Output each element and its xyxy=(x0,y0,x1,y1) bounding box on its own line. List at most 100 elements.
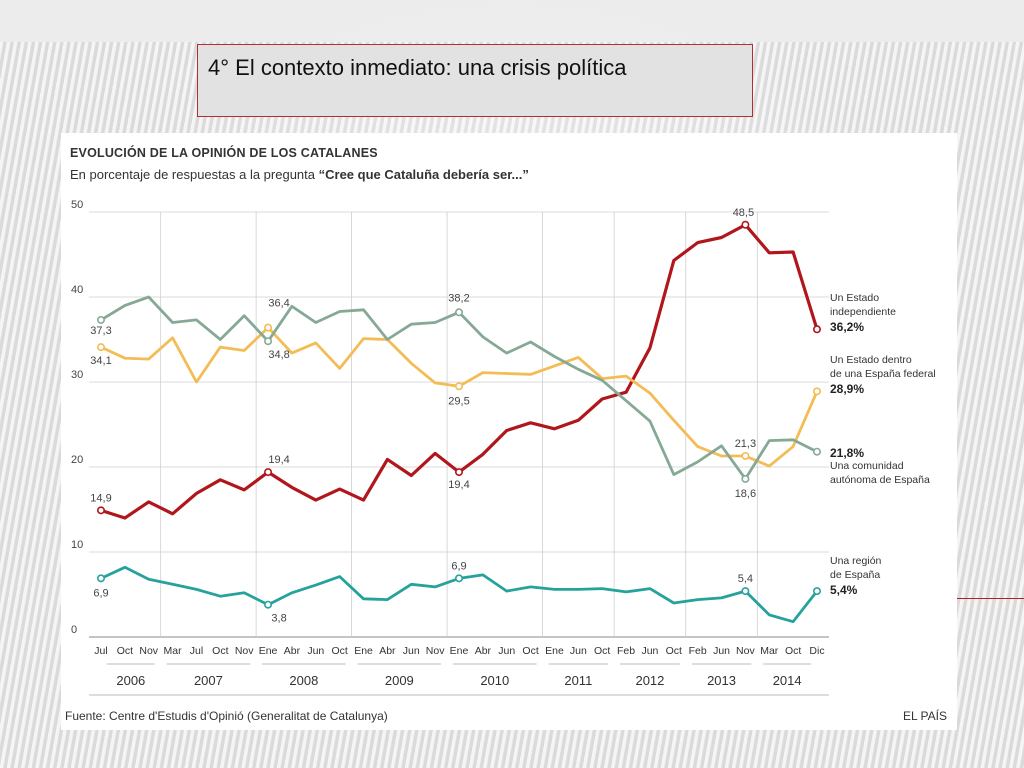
data-label-independiente: 14,9 xyxy=(90,492,111,504)
chart-title: EVOLUCIÓN DE LA OPINIÓN DE LOS CATALANES xyxy=(70,145,378,160)
year-label: 2014 xyxy=(773,673,802,688)
data-label-independiente: 19,4 xyxy=(268,454,289,466)
line-chart: EVOLUCIÓN DE LA OPINIÓN DE LOS CATALANES… xyxy=(65,145,947,723)
chart-source: Fuente: Centre d'Estudis d'Opinió (Gener… xyxy=(65,709,388,723)
data-point-autonomia xyxy=(264,337,273,346)
data-label-autonomia: 18,6 xyxy=(735,488,756,500)
data-label-region: 5,4 xyxy=(738,573,753,585)
series-lines: 14,9 19,4 19,4 48,5 34,1 36,4 29,5 21,3 37,3 34,8… xyxy=(90,207,821,625)
year-label: 2011 xyxy=(564,673,592,688)
chart-subtitle-prefix: En porcentaje de respuestas a la pregunt… xyxy=(70,167,319,182)
y-axis: 0 10 20 30 40 50 xyxy=(71,199,83,636)
legend-text-region: de España xyxy=(830,569,880,581)
data-point-federal xyxy=(264,323,273,332)
chart-credit: EL PAÍS xyxy=(903,708,947,723)
data-label-federal: 29,5 xyxy=(448,395,469,407)
legend-text-independiente: Un Estado xyxy=(830,292,879,304)
x-tick-label: Mar xyxy=(164,645,183,657)
data-point-region xyxy=(96,574,105,583)
y-tick-label: 0 xyxy=(71,624,77,636)
data-label-autonomia: 34,8 xyxy=(268,349,289,361)
x-tick-label: Abr xyxy=(475,645,492,657)
x-tick-label: Feb xyxy=(689,645,707,657)
y-tick-label: 20 xyxy=(71,454,83,466)
x-tick-label: Nov xyxy=(426,645,445,657)
x-tick-label: Oct xyxy=(212,645,228,657)
legend-value-federal: 28,9% xyxy=(830,382,864,396)
x-tick-label: Jun xyxy=(570,645,587,657)
x-tick-label: Dic xyxy=(809,645,824,657)
y-tick-label: 30 xyxy=(71,369,83,381)
legend-text-independiente: independiente xyxy=(830,306,896,318)
data-label-region: 3,8 xyxy=(271,613,286,625)
legend: Un Estado independiente 36,2% Un Estado den… xyxy=(830,292,936,597)
legend-text-autonomia: Una comunidad xyxy=(830,460,904,472)
x-tick-label: Oct xyxy=(522,645,538,657)
year-label: 2008 xyxy=(289,673,318,688)
x-tick-label: Oct xyxy=(666,645,682,657)
y-tick-label: 10 xyxy=(71,539,83,551)
year-label: 2006 xyxy=(116,673,145,688)
data-point-autonomia xyxy=(741,474,750,483)
x-tick-label: Jun xyxy=(641,645,658,657)
x-tick-label: Abr xyxy=(284,645,301,657)
data-point-autonomia xyxy=(812,447,821,456)
y-tick-label: 40 xyxy=(71,284,83,296)
chart-subtitle-question: “Cree que Cataluña debería ser...” xyxy=(319,167,529,182)
x-tick-label: Nov xyxy=(235,645,254,657)
legend-value-independiente: 36,2% xyxy=(830,320,864,334)
data-point-autonomia xyxy=(454,308,463,317)
x-tick-label: Ene xyxy=(545,645,564,657)
data-point-region xyxy=(741,587,750,596)
x-tick-label: Ene xyxy=(354,645,373,657)
data-label-federal: 21,3 xyxy=(735,438,756,450)
legend-value-autonomia: 21,8% xyxy=(830,446,864,460)
legend-value-region: 5,4% xyxy=(830,583,858,597)
data-point-region xyxy=(454,574,463,583)
x-tick-label: Mar xyxy=(760,645,779,657)
data-point-federal xyxy=(741,451,750,460)
x-tick-label: Ene xyxy=(450,645,469,657)
legend-text-federal: Un Estado dentro xyxy=(830,354,912,366)
data-label-region: 6,9 xyxy=(93,587,108,599)
year-label: 2007 xyxy=(194,673,223,688)
chart-grid xyxy=(89,211,829,638)
x-tick-label: Nov xyxy=(139,645,158,657)
data-label-federal: 36,4 xyxy=(268,298,289,310)
x-axis: Jul Oct Nov Mar Jul Oct Nov Ene Abr Jun Oct Ene Abr J… xyxy=(89,645,829,696)
x-tick-label: Oct xyxy=(117,645,133,657)
data-point-region xyxy=(812,587,821,596)
data-point-federal xyxy=(812,387,821,396)
data-point-independiente xyxy=(741,220,750,229)
x-tick-label: Jun xyxy=(403,645,420,657)
chart-panel: EVOLUCIÓN DE LA OPINIÓN DE LOS CATALANES… xyxy=(61,133,957,730)
slide-title-box: 4° El contexto inmediato: una crisis pol… xyxy=(197,44,753,117)
slide-title: 4° El contexto inmediato: una crisis pol… xyxy=(208,55,627,80)
data-point-independiente xyxy=(812,325,821,334)
data-point-federal xyxy=(454,382,463,391)
x-tick-label: Ene xyxy=(259,645,278,657)
year-label: 2013 xyxy=(707,673,736,688)
year-label: 2012 xyxy=(635,673,664,688)
data-point-independiente xyxy=(96,506,105,515)
x-tick-label: Jul xyxy=(190,645,203,657)
year-label: 2010 xyxy=(480,673,509,688)
data-label-independiente: 48,5 xyxy=(733,207,754,219)
x-tick-label: Abr xyxy=(379,645,396,657)
y-tick-label: 50 xyxy=(71,199,83,211)
data-point-federal xyxy=(96,343,105,352)
x-tick-label: Jun xyxy=(498,645,515,657)
x-tick-label: Jun xyxy=(713,645,730,657)
legend-text-federal: de una España federal xyxy=(830,368,936,380)
data-label-independiente: 19,4 xyxy=(448,479,469,491)
chart-subtitle: En porcentaje de respuestas a la pregunt… xyxy=(70,167,529,182)
legend-text-region: Una región xyxy=(830,555,882,567)
data-label-autonomia: 38,2 xyxy=(448,292,469,304)
x-tick-label: Oct xyxy=(331,645,347,657)
data-point-independiente xyxy=(264,468,273,477)
data-label-autonomia: 37,3 xyxy=(90,325,111,337)
x-tick-label: Jul xyxy=(94,645,107,657)
legend-text-autonomia: autónoma de España xyxy=(830,474,930,486)
data-label-federal: 34,1 xyxy=(90,355,111,367)
year-label: 2009 xyxy=(385,673,414,688)
